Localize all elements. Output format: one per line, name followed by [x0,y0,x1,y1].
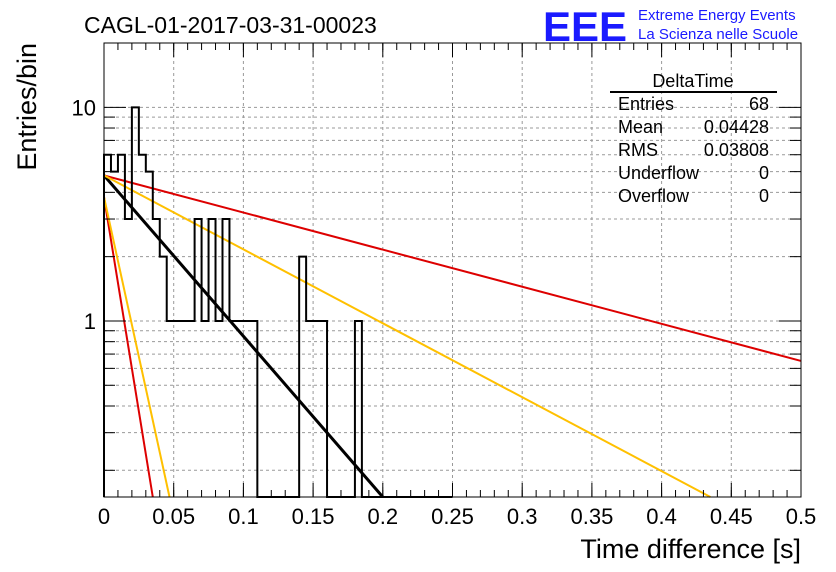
stats-row-label: Underflow [618,163,700,183]
x-tick-label: 0.05 [152,504,195,529]
fit-lines [102,174,802,498]
stats-row-label: Overflow [618,186,690,206]
stats-row-label: Mean [618,117,663,137]
logo: EEE Extreme Energy Events La Scienza nel… [543,3,798,50]
stats-row-value: 68 [749,94,769,114]
stats-row-value: 0 [759,186,769,206]
y-axis-label: Entries/bin [12,43,42,171]
fit-line [103,174,802,362]
x-tick-label: 0.45 [710,504,753,529]
x-tick-label: 0.1 [228,504,259,529]
x-tick-label: 0.35 [570,504,613,529]
axes: 0 0.05 0.1 0.15 0.2 0.25 0.3 0.35 0.4 0.45 0.5 1 10 [72,42,817,529]
chart-title: CAGL-01-2017-03-31-00023 [84,12,377,38]
stats-row-label: RMS [618,140,658,160]
fit-line [103,174,711,498]
stats-box: DeltaTime Entries 68 Mean 0.04428 RMS 0.03808… [610,71,777,206]
y-tick-label: 10 [72,95,96,120]
fit-line [102,174,384,498]
logo-letters: EEE [543,3,627,50]
x-tick-label: 0.25 [431,504,474,529]
logo-line2: La Scienza nelle Scuole [638,26,798,43]
x-tick-label: 0 [98,504,110,529]
x-axis-label: Time difference [s] [580,534,801,564]
x-tick-label: 0.15 [292,504,335,529]
stats-row-value: 0 [759,163,769,183]
x-tick-label: 0.2 [368,504,399,529]
y-tick-label: 1 [84,309,96,334]
x-tick-label: 0.4 [646,504,677,529]
x-tick-label: 0.3 [507,504,538,529]
stats-row-value: 0.03808 [704,140,769,160]
fit-line [103,196,171,498]
stats-title: DeltaTime [652,71,733,91]
logo-line1: Extreme Energy Events [638,7,796,24]
stats-row-label: Entries [618,94,674,114]
x-tick-label: 0.5 [786,504,817,529]
stats-row-value: 0.04428 [704,117,769,137]
fit-line [103,196,154,498]
